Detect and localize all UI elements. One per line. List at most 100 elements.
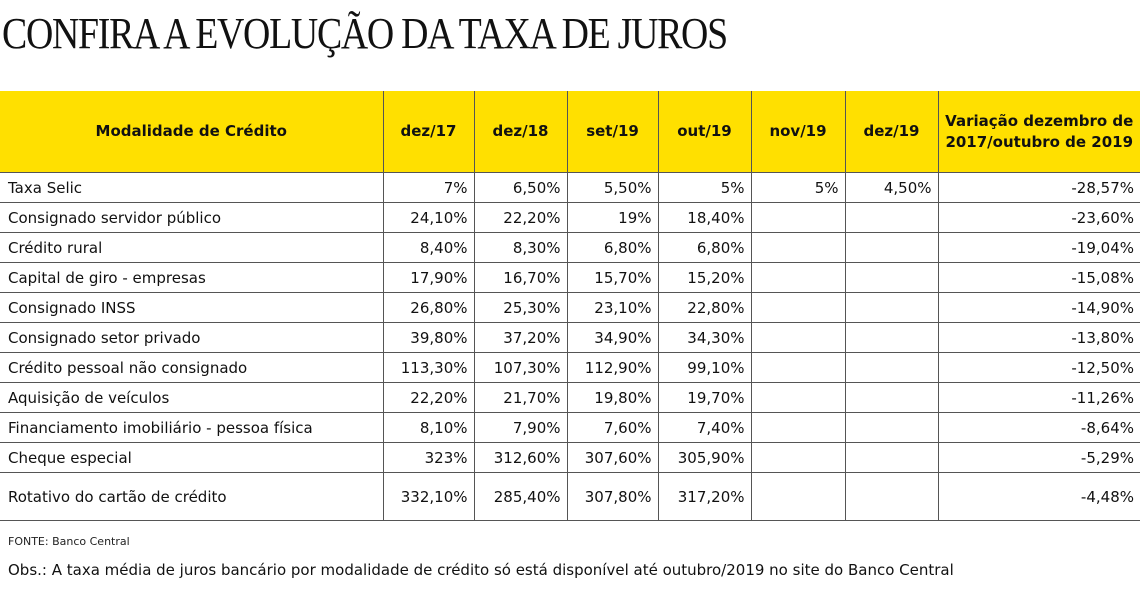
observation-note: Obs.: A taxa média de juros bancário por…: [8, 561, 954, 579]
row-label: Capital de giro - empresas: [0, 262, 383, 293]
table-cell: 307,80%: [566, 472, 658, 521]
table-cell: 19,70%: [657, 382, 751, 413]
table-cell: 285,40%: [473, 472, 567, 521]
table-cell: 6,80%: [657, 232, 751, 263]
table-row: Taxa Selic 7% 6,50% 5,50% 5% 5% 4,50% -28,57%: [0, 172, 1140, 203]
table-cell: -15,08%: [937, 262, 1140, 293]
table-cell: 37,20%: [473, 322, 567, 353]
column-header-period: dez/18: [473, 91, 567, 173]
table-cell: -28,57%: [937, 172, 1140, 203]
table-cell: 22,80%: [657, 292, 751, 323]
table-cell: 34,30%: [657, 322, 751, 353]
table-cell: 6,50%: [473, 172, 567, 203]
table-cell: 312,60%: [473, 442, 567, 473]
table-cell: [844, 262, 938, 293]
table-cell: 22,20%: [382, 382, 474, 413]
table-row: Consignado setor privado 39,80% 37,20% 34,9…: [0, 322, 1140, 353]
table-cell: [750, 262, 845, 293]
table-cell: 8,10%: [382, 412, 474, 443]
row-label: Consignado servidor público: [0, 202, 383, 233]
page-title: CONFIRA A EVOLUÇÃO DA TAXA DE JUROS: [2, 9, 728, 58]
table-cell: [750, 322, 845, 353]
table-row: Rotativo do cartão de crédito 332,10% 285,…: [0, 472, 1140, 521]
table-cell: [844, 292, 938, 323]
table-cell: [844, 352, 938, 383]
table-row: Aquisição de veículos 22,20% 21,70% 19,80% 1…: [0, 382, 1140, 413]
table-row: Financiamento imobiliário - pessoa físic…: [0, 412, 1140, 443]
table-cell: 7,40%: [657, 412, 751, 443]
table-cell: -12,50%: [937, 352, 1140, 383]
table-cell: 18,40%: [657, 202, 751, 233]
table-cell: 107,30%: [473, 352, 567, 383]
table-cell: 19,80%: [566, 382, 658, 413]
row-label: Cheque especial: [0, 442, 383, 473]
row-label: Rotativo do cartão de crédito: [0, 472, 383, 521]
table-cell: 15,20%: [657, 262, 751, 293]
table-cell: 5,50%: [566, 172, 658, 203]
table-cell: 7%: [382, 172, 474, 203]
table-cell: [844, 202, 938, 233]
table-cell: -8,64%: [937, 412, 1140, 443]
table-cell: -14,90%: [937, 292, 1140, 323]
table-cell: [844, 382, 938, 413]
table-row: Consignado INSS 26,80% 25,30% 23,10% 22,80% -…: [0, 292, 1140, 323]
row-label: Taxa Selic: [0, 172, 383, 203]
table-cell: -19,04%: [937, 232, 1140, 263]
table-cell: 113,30%: [382, 352, 474, 383]
table-cell: 8,40%: [382, 232, 474, 263]
column-header-variation: Variação dezembro de 2017/outubro de 201…: [937, 91, 1140, 173]
table-row: Crédito pessoal não consignado 113,30% 107…: [0, 352, 1140, 383]
table-cell: [844, 322, 938, 353]
table-row: Crédito rural 8,40% 8,30% 6,80% 6,80% -19,04%: [0, 232, 1140, 263]
table-cell: 6,80%: [566, 232, 658, 263]
row-label: Financiamento imobiliário - pessoa físic…: [0, 412, 383, 443]
column-header-period: dez/19: [844, 91, 938, 173]
table-cell: [844, 442, 938, 473]
table-cell: -4,48%: [937, 472, 1140, 521]
table-cell: 99,10%: [657, 352, 751, 383]
table-cell: [750, 202, 845, 233]
table-cell: 24,10%: [382, 202, 474, 233]
table-cell: [750, 472, 845, 521]
row-label: Consignado INSS: [0, 292, 383, 323]
table-body: Taxa Selic 7% 6,50% 5,50% 5% 5% 4,50% -28,57% Co…: [0, 172, 1140, 521]
column-header-modality: Modalidade de Crédito: [0, 91, 383, 173]
table-cell: -11,26%: [937, 382, 1140, 413]
table-cell: [750, 412, 845, 443]
table-row: Capital de giro - empresas 17,90% 16,70% 15…: [0, 262, 1140, 293]
table-cell: 8,30%: [473, 232, 567, 263]
table-cell: [750, 442, 845, 473]
table-cell: 7,60%: [566, 412, 658, 443]
table-cell: 317,20%: [657, 472, 751, 521]
table-cell: 26,80%: [382, 292, 474, 323]
table-cell: -23,60%: [937, 202, 1140, 233]
table-cell: [844, 412, 938, 443]
table-cell: [750, 352, 845, 383]
table-cell: 4,50%: [844, 172, 938, 203]
table-cell: 332,10%: [382, 472, 474, 521]
table-row: Cheque especial 323% 312,60% 307,60% 305,90%…: [0, 442, 1140, 473]
table-cell: 23,10%: [566, 292, 658, 323]
table-cell: [750, 382, 845, 413]
table-cell: 323%: [382, 442, 474, 473]
table-cell: -5,29%: [937, 442, 1140, 473]
table-cell: 305,90%: [657, 442, 751, 473]
row-label: Aquisição de veículos: [0, 382, 383, 413]
table-row: Consignado servidor público 24,10% 22,20% 1…: [0, 202, 1140, 233]
table-cell: 19%: [566, 202, 658, 233]
column-header-period: nov/19: [750, 91, 845, 173]
table-cell: 39,80%: [382, 322, 474, 353]
row-label: Crédito pessoal não consignado: [0, 352, 383, 383]
table-cell: 7,90%: [473, 412, 567, 443]
source-note: FONTE: Banco Central: [8, 535, 130, 548]
table-header-row: Modalidade de Crédito dez/17 dez/18 set/19 o…: [0, 91, 1140, 173]
table-cell: 15,70%: [566, 262, 658, 293]
table-cell: 5%: [750, 172, 845, 203]
interest-rate-table: Modalidade de Crédito dez/17 dez/18 set/19 o…: [0, 91, 1140, 521]
table-cell: [750, 292, 845, 323]
table-cell: 34,90%: [566, 322, 658, 353]
table-cell: 307,60%: [566, 442, 658, 473]
table-cell: 25,30%: [473, 292, 567, 323]
table-cell: [750, 232, 845, 263]
column-header-period: set/19: [566, 91, 658, 173]
